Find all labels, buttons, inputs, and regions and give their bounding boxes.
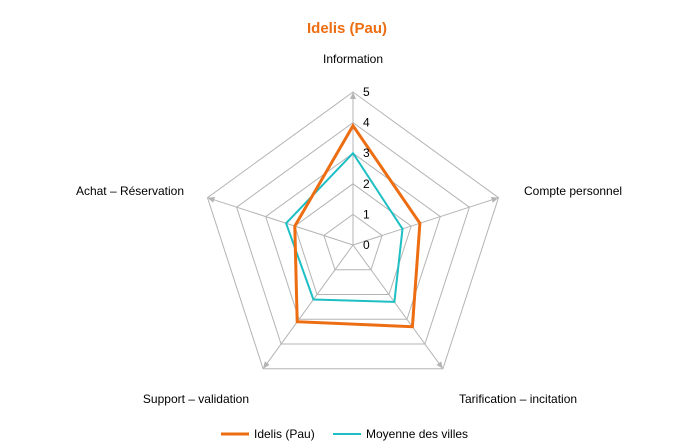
legend-label: Idelis (Pau) (254, 427, 315, 441)
axis-labels: Information Compte personnel Tarification … (76, 52, 622, 406)
axis-label: Compte personnel (524, 184, 622, 198)
grid-ring (236, 121, 470, 345)
tick-label: 1 (363, 207, 370, 221)
grid-spoke (207, 197, 354, 246)
grid-spoke (262, 244, 354, 370)
grid-ring (206, 91, 500, 370)
axis-arrowhead (350, 92, 356, 99)
series-line (293, 122, 422, 329)
tick-label: 4 (363, 116, 370, 130)
axis-label: Support – validation (143, 392, 249, 406)
grid-spoke (352, 244, 444, 370)
axis-arrowhead (207, 197, 216, 203)
legend-label: Moyenne des villes (366, 427, 468, 441)
axis-label: Information (323, 52, 383, 66)
grid-ring (323, 213, 383, 271)
series-line (284, 151, 404, 303)
grid-spoke (352, 197, 499, 246)
tick-labels: 0 1 2 3 4 5 (363, 85, 370, 252)
radar-grid (206, 91, 500, 370)
tick-label: 3 (363, 146, 370, 160)
axis-label: Tarification – incitation (459, 392, 577, 406)
tick-label: 5 (363, 85, 370, 99)
grid-ring (294, 183, 412, 295)
axis-label: Achat – Réservation (76, 184, 184, 198)
tick-label: 0 (363, 238, 370, 252)
legend: Idelis (Pau) Moyenne des villes (221, 427, 468, 441)
axis-arrowhead (490, 197, 499, 203)
chart-title: Idelis (Pau) (307, 20, 387, 37)
axis-arrowhead (263, 361, 270, 369)
grid-ring (265, 152, 441, 320)
tick-label: 2 (363, 177, 370, 191)
axis-arrowhead (436, 361, 443, 369)
series-layer (284, 122, 422, 329)
